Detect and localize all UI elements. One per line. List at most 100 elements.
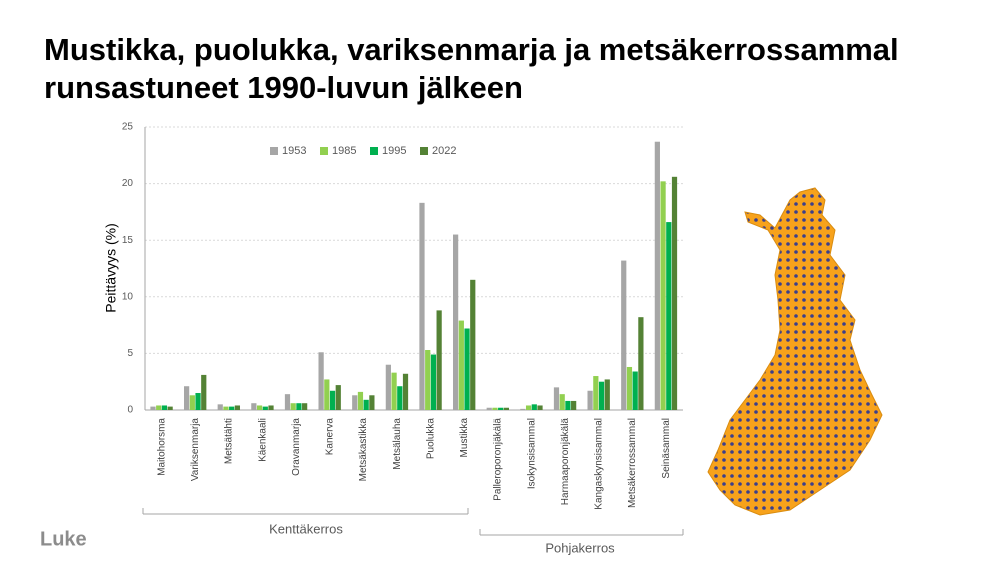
bar bbox=[201, 374, 207, 410]
bar bbox=[470, 279, 476, 410]
legend-label: 1995 bbox=[382, 145, 406, 157]
finland-map bbox=[707, 187, 883, 516]
bar bbox=[571, 400, 577, 410]
bar bbox=[425, 350, 431, 410]
bar bbox=[604, 379, 610, 410]
bar bbox=[262, 406, 268, 410]
bar bbox=[458, 320, 464, 410]
legend-label: 2022 bbox=[432, 145, 456, 157]
x-tick-label: Käenkaali bbox=[257, 418, 268, 462]
x-tick-label: Palleroporonjäkälä bbox=[493, 418, 504, 501]
title-line: Mustikka, puolukka, variksenmarja ja met… bbox=[44, 32, 899, 67]
bar bbox=[654, 141, 660, 410]
bar bbox=[436, 310, 442, 410]
bar bbox=[329, 390, 336, 410]
bar bbox=[587, 390, 593, 410]
y-tick-label: 25 bbox=[122, 122, 134, 133]
bar bbox=[195, 393, 201, 410]
x-tick-label: Metsäkerrossammal bbox=[627, 418, 638, 508]
bar bbox=[167, 406, 173, 410]
legend-swatch bbox=[320, 147, 328, 155]
bar bbox=[385, 364, 391, 410]
y-tick-label: 15 bbox=[122, 235, 134, 246]
x-tick-label: Seinäsammal bbox=[661, 418, 672, 479]
bar bbox=[296, 403, 302, 410]
bar bbox=[660, 181, 666, 410]
y-tick-label: 0 bbox=[127, 405, 133, 416]
bar bbox=[268, 405, 274, 410]
y-axis-label: Peittävyys (%) bbox=[103, 223, 119, 312]
bar bbox=[223, 406, 229, 410]
bar bbox=[290, 403, 296, 410]
bar bbox=[324, 379, 330, 410]
bar bbox=[302, 403, 308, 410]
bar bbox=[357, 391, 364, 410]
x-tick-label: Puolukka bbox=[425, 418, 436, 460]
legend-label: 1953 bbox=[282, 145, 306, 157]
x-tick-label: Kanerva bbox=[325, 418, 336, 456]
x-tick-label: Metsäkastikka bbox=[358, 418, 369, 482]
legend-swatch bbox=[270, 147, 278, 155]
x-tick-label: Metsälauha bbox=[392, 418, 403, 470]
bar bbox=[419, 202, 425, 410]
bar bbox=[559, 394, 565, 410]
bar bbox=[184, 386, 190, 410]
legend-label: 1985 bbox=[332, 145, 356, 157]
x-tick-label: Metsätähti bbox=[224, 418, 235, 464]
bar bbox=[189, 395, 195, 410]
bar bbox=[565, 400, 571, 410]
bar bbox=[234, 405, 240, 410]
bar bbox=[369, 395, 375, 410]
bar bbox=[217, 404, 223, 410]
bar bbox=[598, 381, 605, 410]
bar bbox=[430, 354, 437, 410]
bar bbox=[503, 407, 509, 410]
x-tick-label: Harmaaporonjäkälä bbox=[560, 418, 571, 506]
bar bbox=[553, 387, 560, 410]
x-tick-label: Kangaskynsisammal bbox=[594, 418, 605, 510]
bar bbox=[256, 405, 263, 410]
bar bbox=[335, 385, 341, 410]
bar bbox=[525, 405, 532, 410]
bar bbox=[397, 386, 403, 410]
bar bbox=[632, 371, 638, 410]
bar bbox=[156, 405, 162, 410]
bar bbox=[531, 404, 537, 410]
bar bbox=[498, 407, 504, 410]
bar bbox=[453, 234, 459, 410]
bar bbox=[492, 407, 498, 410]
bar bbox=[402, 373, 409, 410]
bar bbox=[638, 317, 644, 410]
bar bbox=[352, 395, 358, 410]
bar bbox=[621, 260, 627, 410]
bar bbox=[391, 372, 397, 410]
x-tick-label: Variksenmarja bbox=[190, 418, 201, 482]
bar bbox=[626, 366, 633, 410]
x-tick-label: Maitohorsma bbox=[156, 418, 167, 476]
bar bbox=[520, 408, 526, 410]
legend-swatch bbox=[370, 147, 378, 155]
bar bbox=[593, 376, 599, 410]
y-tick-label: 10 bbox=[122, 291, 134, 302]
x-tick-label: Mustikka bbox=[459, 418, 470, 458]
bar bbox=[161, 405, 168, 410]
bar bbox=[284, 394, 291, 410]
bar bbox=[251, 403, 257, 410]
group-label: Pohjakerros bbox=[545, 540, 615, 555]
bar bbox=[486, 407, 492, 410]
group-label: Kenttäkerros bbox=[269, 521, 343, 536]
logo: Luke bbox=[40, 528, 87, 550]
legend-swatch bbox=[420, 147, 428, 155]
x-tick-label: Oravanmarja bbox=[291, 418, 302, 476]
bar bbox=[666, 222, 672, 410]
bar bbox=[464, 328, 470, 410]
title-line: runsastuneet 1990-luvun jälkeen bbox=[44, 70, 523, 105]
bar bbox=[318, 352, 324, 410]
bar bbox=[150, 406, 156, 410]
x-tick-label: Isokynsisammal bbox=[526, 418, 537, 489]
y-tick-label: 5 bbox=[127, 348, 133, 359]
bar bbox=[363, 399, 369, 410]
bar bbox=[671, 176, 678, 410]
